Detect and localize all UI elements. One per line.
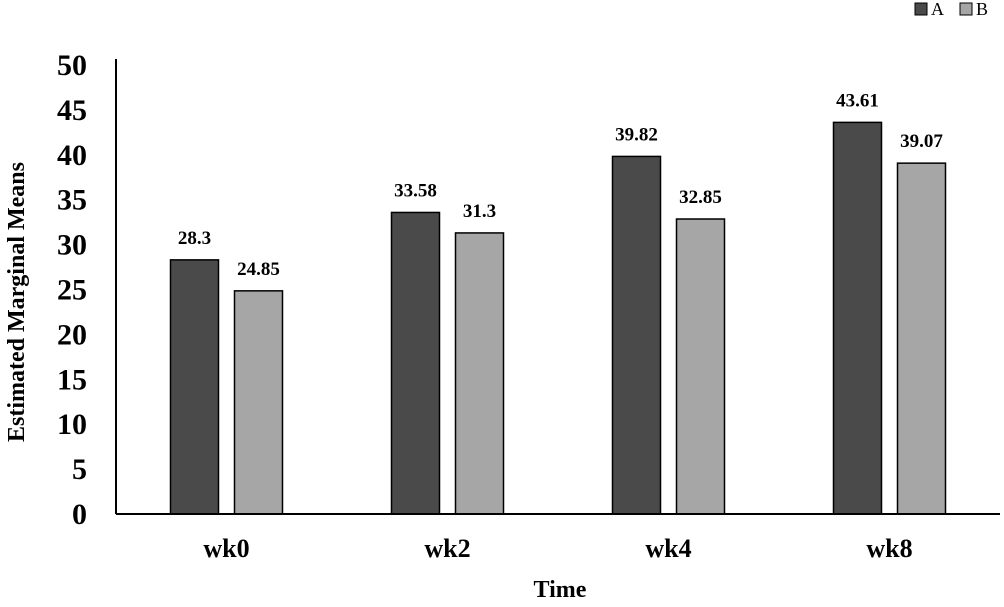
legend-swatch-a	[914, 2, 928, 16]
legend-swatch-b	[959, 2, 973, 16]
y-tick-label: 5	[72, 453, 87, 486]
x-axis-title: Time	[534, 577, 587, 602]
y-tick-label: 45	[57, 94, 87, 127]
x-tick-label: wk8	[866, 534, 912, 563]
bar-b-wk0	[233, 290, 284, 515]
y-tick-label: 40	[57, 139, 87, 172]
bar-b-wk8	[896, 162, 947, 515]
legend-label-a: A	[931, 0, 944, 19]
data-label: 28.3	[178, 228, 211, 249]
y-tick-label: 0	[72, 498, 87, 531]
y-tick-label: 20	[57, 318, 87, 351]
x-tick-label: wk4	[645, 534, 691, 563]
y-tick-label: 50	[57, 49, 87, 82]
y-axis-ticks: 0 5 10 15 20 25 30 35 40 45 50	[57, 49, 87, 531]
data-label: 39.82	[615, 124, 658, 145]
y-tick-label: 35	[57, 184, 87, 217]
bar-a-wk2	[390, 211, 441, 515]
y-tick-label: 30	[57, 229, 87, 262]
y-tick-label: 15	[57, 363, 87, 396]
data-label: 31.3	[463, 201, 496, 222]
data-label: 24.85	[237, 259, 280, 280]
data-label: 39.07	[900, 131, 943, 152]
x-axis-ticks: wk0 wk2 wk4 wk8	[203, 534, 912, 563]
axes	[115, 59, 1000, 515]
y-axis-title: Estimated Marginal Means	[4, 162, 30, 442]
data-label: 43.61	[836, 90, 879, 111]
bar-b-wk4	[675, 218, 726, 515]
x-tick-label: wk0	[203, 534, 249, 563]
data-label: 33.58	[394, 180, 437, 201]
bar-a-wk0	[169, 259, 220, 515]
data-label: 32.85	[679, 187, 722, 208]
data-labels: 28.3 24.85 33.58 31.3 39.82 32.85 43.61 39.07	[178, 90, 944, 279]
x-tick-label: wk2	[424, 534, 470, 563]
bars	[169, 121, 947, 515]
legend-label-b: B	[976, 0, 988, 19]
bar-a-wk4	[611, 155, 662, 515]
y-tick-label: 10	[57, 408, 87, 441]
bar-b-wk2	[454, 232, 505, 515]
y-tick-label: 25	[57, 274, 87, 307]
bar-a-wk8	[832, 121, 883, 515]
